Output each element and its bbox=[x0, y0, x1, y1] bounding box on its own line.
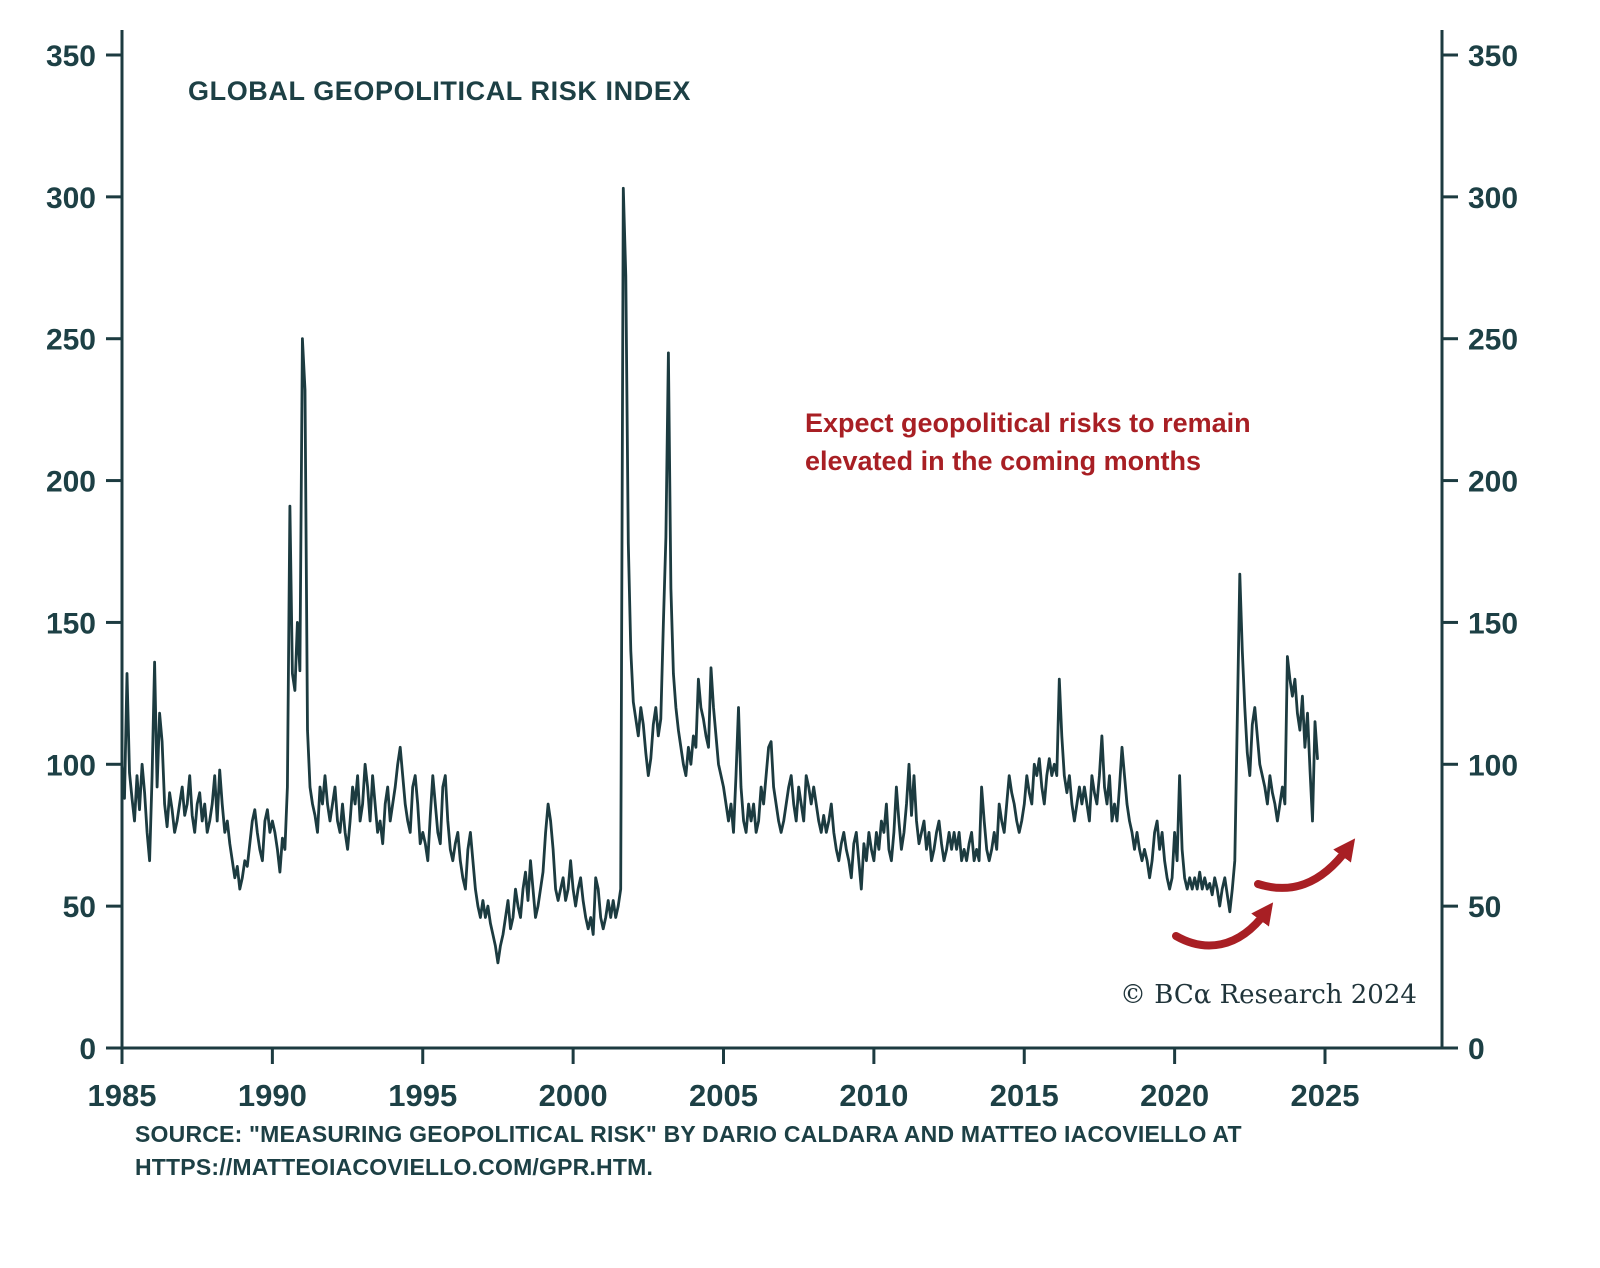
y-tick-label-right: 200 bbox=[1468, 466, 1518, 499]
y-tick-label-right: 350 bbox=[1468, 40, 1518, 73]
y-tick-label-left: 50 bbox=[63, 891, 96, 924]
x-tick-label: 2000 bbox=[539, 1078, 608, 1113]
y-tick-label-right: 150 bbox=[1468, 607, 1518, 640]
trend-arrow-1 bbox=[1172, 902, 1274, 950]
trend-arrows bbox=[1172, 838, 1356, 950]
x-tick-label: 2025 bbox=[1291, 1078, 1360, 1113]
y-tick-label-right: 100 bbox=[1468, 749, 1518, 782]
x-tick-label: 2020 bbox=[1140, 1078, 1209, 1113]
y-tick-label-left: 150 bbox=[46, 607, 96, 640]
x-tick-label: 1990 bbox=[238, 1078, 307, 1113]
y-tick-label-left: 100 bbox=[46, 749, 96, 782]
trend-arrow-2 bbox=[1254, 838, 1356, 892]
y-tick-label-right: 250 bbox=[1468, 324, 1518, 357]
y-tick-label-right: 0 bbox=[1468, 1033, 1485, 1066]
y-tick-label-left: 250 bbox=[46, 324, 96, 357]
y-tick-label-left: 300 bbox=[46, 182, 96, 215]
y-tick-label-left: 0 bbox=[79, 1033, 96, 1066]
x-tick-label: 2010 bbox=[839, 1078, 908, 1113]
copyright-note: © BCα Research 2024 bbox=[1120, 980, 1417, 1010]
y-tick-label-right: 50 bbox=[1468, 891, 1501, 924]
annotation-text: Expect geopolitical risks to remain elev… bbox=[805, 405, 1251, 481]
gpr-line-series bbox=[120, 186, 1319, 965]
chart-title: GLOBAL GEOPOLITICAL RISK INDEX bbox=[188, 76, 692, 106]
x-tick-label: 1985 bbox=[88, 1078, 157, 1113]
y-tick-label-right: 300 bbox=[1468, 182, 1518, 215]
annotation-line-2: elevated in the coming months bbox=[805, 445, 1202, 476]
x-tick-label: 1995 bbox=[388, 1078, 457, 1113]
axes: 0 0 50 50 100 100 150 150 200 200 250 250 300 300 350 3… bbox=[46, 30, 1518, 1113]
annotation-line-1: Expect geopolitical risks to remain bbox=[805, 408, 1251, 438]
y-tick-label-left: 350 bbox=[46, 40, 96, 73]
x-tick-label: 2005 bbox=[689, 1078, 758, 1113]
source-note: SOURCE: "MEASURING GEOPOLITICAL RISK" BY… bbox=[135, 1118, 1242, 1183]
gpr-index-line bbox=[120, 186, 1319, 965]
source-line-1: SOURCE: "MEASURING GEOPOLITICAL RISK" BY… bbox=[135, 1121, 1242, 1147]
source-line-2: HTTPS://MATTEOIACOVIELLO.COM/GPR.HTM. bbox=[135, 1153, 654, 1180]
x-tick-label: 2015 bbox=[990, 1078, 1059, 1113]
y-tick-label-left: 200 bbox=[46, 466, 96, 499]
